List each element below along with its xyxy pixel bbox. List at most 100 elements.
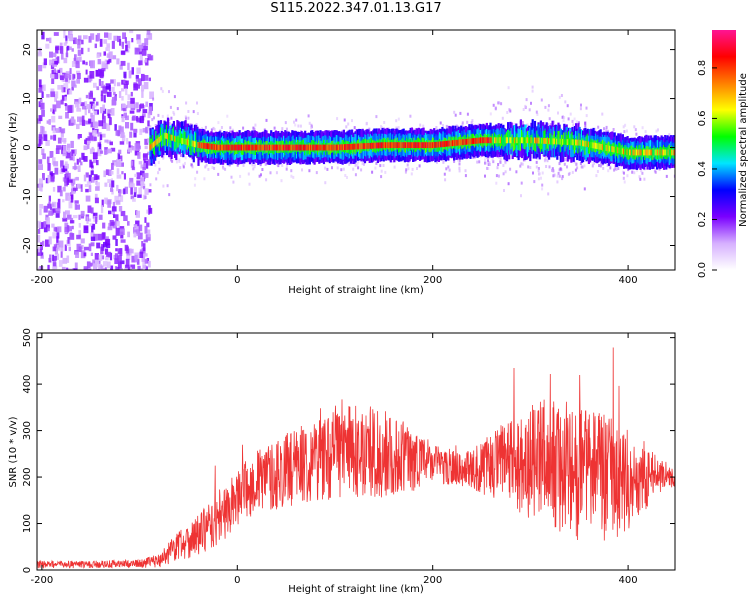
spectrogram-cell — [161, 123, 164, 146]
spectrogram-cell — [511, 137, 514, 144]
spectrogram-cell — [671, 149, 674, 156]
spectrogram-cell — [496, 137, 499, 144]
spectrogram-cell — [265, 118, 268, 122]
spectrogram-cell — [121, 96, 124, 101]
spectrogram-cell — [227, 144, 231, 151]
spectrogram-cell — [124, 244, 129, 251]
spectrogram-cell — [136, 180, 141, 186]
spectrogram-cell — [538, 137, 541, 144]
spectrogram-cell — [260, 144, 263, 151]
spectrogram-cell — [65, 210, 70, 215]
snr-xtick-label: 0 — [234, 575, 240, 586]
spectrogram-cell — [294, 123, 297, 127]
spectrogram-cell — [467, 138, 470, 145]
spectrogram-cell — [140, 183, 146, 189]
spectrogram-cell — [136, 67, 141, 74]
spectrogram-cell — [71, 225, 74, 230]
spectrogram-cell — [576, 139, 579, 146]
spectrogram-cell — [139, 251, 144, 258]
spectrogram-cell — [190, 140, 193, 147]
spectrogram-cell — [525, 137, 528, 144]
spectrogram-cell — [541, 171, 544, 175]
spectrogram-cell — [379, 164, 382, 168]
spectrogram-cell — [169, 105, 172, 109]
spectrogram-cell — [61, 168, 66, 173]
spectrogram-cell — [124, 104, 128, 109]
spectrogram-cell — [416, 167, 418, 170]
spectrogram-cell — [471, 119, 474, 123]
spectrogram-cell — [397, 117, 400, 121]
spectrogram-cell — [55, 148, 60, 154]
spectrogram-xtick-label: 400 — [619, 275, 638, 286]
spectrogram-cell — [552, 174, 555, 178]
spectrogram-cell — [242, 144, 245, 151]
spectrogram-cell — [190, 143, 193, 156]
spectrogram-cell — [657, 128, 659, 132]
spectrogram-cell — [90, 236, 96, 242]
spectrogram-cell — [342, 144, 345, 151]
spectrogram-cell — [205, 163, 208, 167]
spectrogram-cell — [637, 149, 640, 156]
spectrogram-cell — [172, 126, 175, 139]
spectrogram-cell — [226, 144, 229, 151]
snr-ylabel: SNR (10 * v/v) — [8, 416, 19, 487]
spectrogram-cell — [125, 88, 128, 96]
spectrogram-cell — [52, 109, 55, 114]
spectrogram-cell — [122, 104, 126, 109]
spectrogram-cell — [584, 124, 587, 128]
spectrogram-cell — [526, 131, 530, 143]
spectrogram-cell — [54, 60, 58, 65]
spectrogram-cell — [119, 189, 124, 194]
spectrogram-cell — [86, 104, 91, 110]
spectrogram-cell — [88, 118, 92, 124]
spectrogram-cell — [78, 246, 82, 252]
spectrogram-cell — [195, 123, 198, 127]
spectrogram-cell — [492, 103, 495, 107]
spectrogram-cell — [484, 161, 486, 165]
spectrogram-cell — [138, 161, 143, 165]
spectrogram-cell — [242, 126, 245, 130]
spectrogram-cell — [295, 144, 299, 151]
spectrogram-cell — [524, 104, 527, 108]
spectrogram-cell — [66, 45, 70, 51]
spectrogram-cell — [104, 267, 107, 270]
spectrogram-cell — [64, 103, 67, 107]
spectrogram-cell — [489, 112, 492, 116]
spectrogram-cell — [544, 105, 547, 109]
spectrogram-cell — [210, 143, 213, 150]
spectrogram-cell — [40, 102, 45, 110]
spectrogram-cell — [641, 171, 644, 175]
spectrogram-cell — [504, 137, 507, 144]
spectrogram-cell — [239, 144, 242, 151]
spectrogram-cell — [276, 144, 279, 151]
spectrogram-cell — [531, 85, 534, 89]
spectrogram-cell — [61, 87, 66, 93]
spectrogram-cell — [58, 126, 62, 133]
spectrogram-cell — [123, 80, 127, 84]
spectrogram-cell — [252, 144, 255, 151]
spectrogram-cell — [135, 143, 140, 152]
spectrogram-cell — [38, 246, 40, 253]
spectrogram-cell — [159, 127, 163, 140]
spectrogram-cell — [105, 256, 109, 261]
spectrogram-cell — [77, 165, 81, 172]
spectrogram-cell — [274, 144, 277, 151]
spectrogram-cell — [132, 198, 136, 202]
spectrogram-cell — [456, 125, 459, 129]
spectrogram-cell — [564, 139, 567, 151]
spectrogram-cell — [51, 223, 55, 228]
spectrogram-cell — [76, 73, 81, 80]
spectrogram-cell — [621, 170, 624, 174]
spectrogram-cell — [356, 163, 359, 167]
spectrogram-cell — [100, 94, 104, 102]
spectrogram-cell — [606, 163, 609, 167]
spectrogram-cell — [96, 242, 101, 249]
spectrogram-cell — [124, 268, 128, 270]
spectrogram-cell — [49, 254, 52, 261]
spectrogram-cell — [76, 79, 80, 84]
spectrogram-cell — [67, 237, 70, 244]
spectrogram-cell — [514, 137, 517, 144]
spectrogram-cell — [126, 138, 129, 145]
spectrogram-cell — [444, 178, 447, 182]
spectrogram-cell — [69, 74, 72, 80]
